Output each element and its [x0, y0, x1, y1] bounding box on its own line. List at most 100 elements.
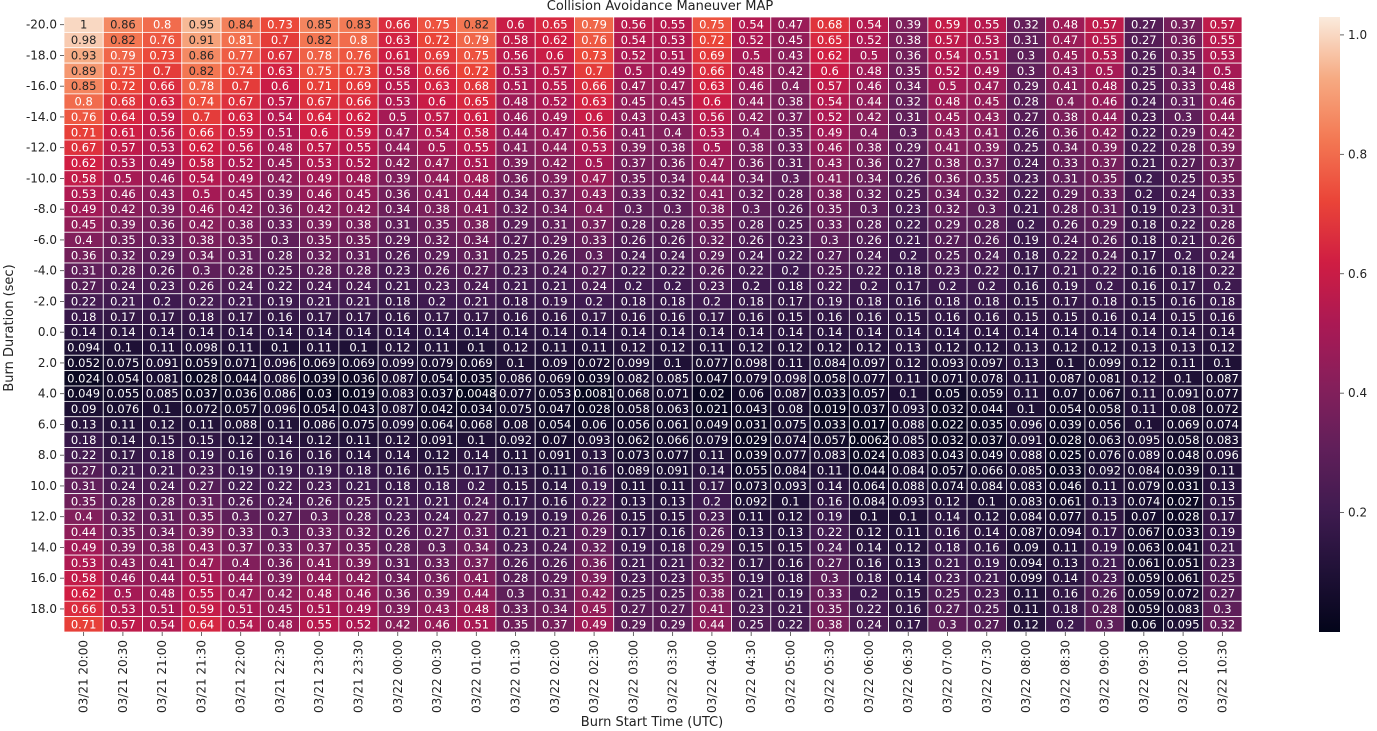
- cell-value-label: 0.38: [660, 141, 686, 155]
- cell-value-label: 0.59: [189, 602, 215, 616]
- cell-value-label: 0.094: [67, 341, 100, 355]
- cell-value-label: 0.52: [935, 64, 961, 78]
- cell-value-label: 0.2: [781, 264, 799, 278]
- colorbar-gradient: [1319, 17, 1340, 632]
- cell-value-label: 0.67: [71, 141, 97, 155]
- cell-value-label: 0.073: [617, 448, 650, 462]
- cell-value-label: 0.082: [617, 371, 650, 385]
- y-tick-label: -20.0: [26, 18, 57, 32]
- cell-value-label: 0.33: [581, 233, 607, 247]
- cell-value-label: 0.46: [149, 171, 175, 185]
- cell-value-label: 0.39: [621, 141, 647, 155]
- cell-value-label: 0.32: [306, 248, 332, 262]
- cell-value-label: 0.23: [974, 587, 1000, 601]
- cell-value-label: 0.5: [114, 587, 132, 601]
- cell-value-label: 0.092: [735, 494, 768, 508]
- cell-value-label: 0.14: [1170, 325, 1196, 339]
- x-axis-label: Burn Start Time (UTC): [581, 715, 723, 730]
- cell-value-label: 0.13: [621, 494, 647, 508]
- cell-value-label: 0.32: [738, 187, 764, 201]
- cell-value-label: 0.11: [1131, 387, 1157, 401]
- cell-value-label: 0.12: [817, 341, 843, 355]
- cell-value-label: 0.31: [1210, 202, 1236, 216]
- cell-value-label: 0.15: [778, 540, 804, 554]
- cell-value-label: 0.19: [1052, 279, 1078, 293]
- cell-value-label: 0.12: [306, 433, 332, 447]
- cell-value-label: 0.2: [1135, 187, 1153, 201]
- cell-value-label: 0.27: [581, 264, 607, 278]
- cell-value-label: 0.44: [463, 587, 489, 601]
- x-tick-label: 03/22 07:30: [980, 640, 994, 713]
- x-tick-label: 03/22 04:30: [744, 640, 758, 713]
- cell-value-label: 0.11: [1013, 387, 1039, 401]
- cell-value-label: 0.14: [71, 325, 97, 339]
- cell-value-label: 0.066: [970, 464, 1003, 478]
- cell-value-label: 0.53: [110, 156, 136, 170]
- cell-value-label: 0.16: [778, 556, 804, 570]
- cell-value-label: 0.43: [660, 110, 686, 124]
- cell-value-label: 0.19: [778, 587, 804, 601]
- cell-value-label: 0.12: [621, 341, 647, 355]
- cell-value-label: 0.1: [114, 341, 132, 355]
- cell-value-label: 0.12: [974, 510, 1000, 524]
- cell-value-label: 0.18: [71, 433, 97, 447]
- cell-value-label: 0.053: [538, 387, 571, 401]
- cell-value-label: 0.033: [813, 387, 846, 401]
- cell-value-label: 0.39: [581, 571, 607, 585]
- cell-value-label: 0.48: [1052, 18, 1078, 32]
- cell-value-label: 0.16: [542, 310, 568, 324]
- x-tick-label: 03/21 20:30: [116, 640, 130, 713]
- cell-value-label: 0.32: [1013, 18, 1039, 32]
- cell-value-label: 0.19: [738, 571, 764, 585]
- cell-value-label: 0.22: [856, 602, 882, 616]
- cell-value-label: 0.093: [931, 356, 964, 370]
- cell-value-label: 0.75: [424, 18, 450, 32]
- cell-value-label: 0.42: [346, 202, 372, 216]
- cell-value-label: 0.31: [542, 587, 568, 601]
- cell-value-label: 0.67: [267, 48, 293, 62]
- cell-value-label: 0.019: [342, 387, 375, 401]
- cell-value-label: 0.22: [1052, 248, 1078, 262]
- cell-value-label: 0.24: [463, 494, 489, 508]
- cell-value-label: 0.075: [342, 417, 375, 431]
- cell-value-label: 0.26: [1092, 587, 1118, 601]
- y-tick-labels: -20.0 -18.0 -16.0 -14.0 -12.0 -10.0 -8.0 -6.0 -4…: [26, 18, 64, 616]
- cell-value-label: 0.13: [895, 556, 921, 570]
- x-tick-label: 03/22 03:00: [626, 640, 640, 713]
- cell-value-label: 0.53: [974, 33, 1000, 47]
- cell-value-label: 0.5: [428, 141, 446, 155]
- cell-value-label: 0.32: [856, 187, 882, 201]
- cell-value-label: 0.36: [267, 556, 293, 570]
- cell-value-label: 0.11: [1131, 402, 1157, 416]
- cell-value-label: 0.31: [149, 510, 175, 524]
- cell-value-label: 0.059: [1127, 602, 1160, 616]
- cell-value-label: 0.37: [542, 187, 568, 201]
- cell-value-label: 0.1: [506, 356, 524, 370]
- cell-value-label: 0.69: [346, 79, 372, 93]
- cell-value-label: 0.071: [931, 371, 964, 385]
- cell-value-label: 0.16: [1210, 310, 1236, 324]
- cell-value-label: 0.3: [899, 125, 917, 139]
- cell-value-label: 0.56: [581, 125, 607, 139]
- cell-value-label: 0.044: [853, 464, 886, 478]
- cell-value-label: 0.14: [699, 464, 725, 478]
- cell-value-label: 0.14: [974, 525, 1000, 539]
- cell-value-label: 0.036: [342, 371, 375, 385]
- cell-value-label: 0.67: [306, 95, 332, 109]
- cell-value-label: 0.14: [660, 325, 686, 339]
- cell-value-label: 0.33: [817, 587, 843, 601]
- cell-value-label: 0.076: [1088, 448, 1121, 462]
- cell-value-label: 0.16: [817, 494, 843, 508]
- cell-value-label: 0.32: [346, 525, 372, 539]
- cell-value-label: 0.28: [1170, 141, 1196, 155]
- cell-value-label: 0.29: [1170, 125, 1196, 139]
- cell-value-label: 0.19: [1092, 540, 1118, 554]
- cell-value-label: 0.33: [267, 218, 293, 232]
- cell-value-label: 0.083: [1167, 602, 1200, 616]
- cell-value-label: 0.14: [1210, 325, 1236, 339]
- cell-value-label: 0.53: [1092, 48, 1118, 62]
- cell-value-label: 0.24: [856, 248, 882, 262]
- cell-value-label: 0.43: [1052, 64, 1078, 78]
- cell-value-label: 0.17: [621, 525, 647, 539]
- cell-value-label: 0.55: [189, 587, 215, 601]
